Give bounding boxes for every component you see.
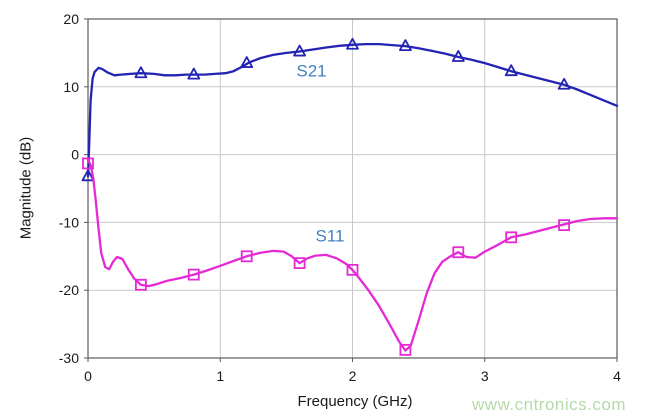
s11-marker	[187, 268, 200, 281]
x-tick-label-1: 1	[216, 368, 224, 384]
x-axis-title: Frequency (GHz)	[297, 393, 413, 410]
watermark: www.cntronics.com	[472, 395, 626, 414]
s21-marker	[187, 67, 201, 80]
s11-marker	[346, 263, 359, 276]
s21-marker	[81, 169, 95, 182]
y-tick-label--20: -20	[59, 282, 79, 298]
y-axis-title: Magnitude (dB)	[17, 136, 35, 240]
s21-marker	[134, 66, 148, 79]
s11-marker	[399, 343, 412, 356]
s11-marker	[293, 257, 306, 269]
s11-marker	[240, 250, 253, 263]
s11-marker	[505, 231, 518, 244]
s21-marker	[293, 44, 306, 57]
y-tick-label-20: 20	[63, 11, 79, 27]
s11-curve	[86, 158, 619, 352]
y-tick-label-0: 0	[71, 147, 79, 163]
x-tick-label-4: 4	[613, 368, 621, 384]
x-tick-label-0: 0	[84, 368, 92, 384]
s21-marker	[399, 39, 412, 52]
y-tick-label-10: 10	[63, 79, 79, 95]
s21-curve	[86, 42, 619, 178]
s21-marker	[240, 56, 254, 68]
series-label-s21: S21	[296, 62, 326, 81]
s11-marker	[452, 246, 465, 259]
x-tick-label-3: 3	[481, 368, 489, 384]
y-tick-label--10: -10	[59, 214, 79, 230]
s11-marker	[82, 157, 94, 170]
x-tick-label-2: 2	[349, 368, 357, 384]
s11-marker	[134, 278, 147, 291]
y-tick-label--30: -30	[59, 350, 79, 366]
series-label-s11: S11	[316, 226, 345, 245]
s21-marker	[451, 50, 465, 62]
s21-marker	[557, 77, 571, 90]
s11-marker	[558, 219, 570, 232]
s21-marker	[346, 37, 359, 50]
s21-marker	[504, 64, 518, 77]
